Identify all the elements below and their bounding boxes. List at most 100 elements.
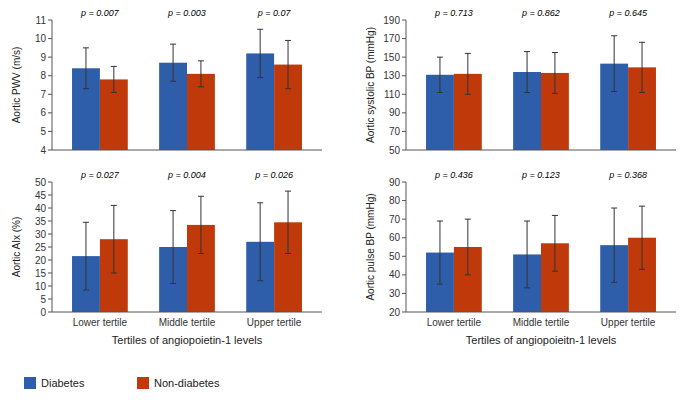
error-cap xyxy=(198,86,204,87)
error-bar xyxy=(198,196,204,253)
error-cap xyxy=(257,280,263,281)
y-tick xyxy=(48,57,52,58)
annotation: p = 0.027 xyxy=(80,170,120,180)
x-axis-line xyxy=(406,312,676,313)
error-bar xyxy=(437,57,443,92)
y-axis-line xyxy=(406,182,407,312)
y-tick xyxy=(402,131,406,132)
y-tick-label: 30 xyxy=(35,229,47,240)
error-bar xyxy=(552,53,558,94)
error-bar xyxy=(170,44,176,81)
error-line xyxy=(439,221,440,284)
y-tick-label: 10 xyxy=(35,281,47,292)
y-tick xyxy=(402,312,406,313)
error-bar xyxy=(552,215,558,271)
error-cap xyxy=(170,283,176,284)
error-bar xyxy=(437,221,443,284)
y-tick xyxy=(48,286,52,287)
error-bar xyxy=(83,222,89,290)
x-tick-label: Upper tertile xyxy=(247,317,302,328)
error-cap xyxy=(437,284,443,285)
y-tick-label: 7 xyxy=(40,89,46,100)
y-tick xyxy=(402,237,406,238)
y-tick-label: 30 xyxy=(389,288,401,299)
annotation: p = 0.368 xyxy=(608,170,647,180)
y-tick-label: 25 xyxy=(35,242,47,253)
error-cap xyxy=(552,52,558,53)
y-tick-label: 50 xyxy=(389,251,401,262)
y-tick-label: 5 xyxy=(40,126,46,137)
x-axis-line xyxy=(52,312,322,313)
y-tick-label: 90 xyxy=(389,177,401,188)
error-line xyxy=(554,215,555,271)
legend-swatch xyxy=(137,377,149,389)
subplot: 507090110130150170190p = 0.713p = 0.862p… xyxy=(365,8,676,196)
y-axis-line xyxy=(52,182,53,312)
error-cap xyxy=(285,253,291,254)
y-tick xyxy=(402,20,406,21)
error-line xyxy=(439,57,440,92)
y-tick xyxy=(402,219,406,220)
x-axis-label: Tertiles of angiopoietin-1 levels xyxy=(112,334,263,346)
error-cap xyxy=(285,191,291,192)
error-cap xyxy=(437,57,443,58)
y-tick xyxy=(48,112,52,113)
error-cap xyxy=(524,51,530,52)
y-tick xyxy=(48,234,52,235)
y-axis-label: Aortic AIx (%) xyxy=(11,217,22,278)
error-line xyxy=(467,219,468,275)
y-tick-label: 10 xyxy=(35,33,47,44)
error-line xyxy=(85,222,86,290)
y-tick xyxy=(402,112,406,113)
y-tick xyxy=(402,75,406,76)
y-tick-label: 20 xyxy=(35,255,47,266)
y-tick-label: 190 xyxy=(383,15,400,26)
y-tick xyxy=(48,75,52,76)
y-tick-label: 50 xyxy=(35,177,47,188)
y-tick-label: 80 xyxy=(389,195,401,206)
plot-area xyxy=(72,191,302,312)
error-cap xyxy=(465,94,471,95)
y-tick-label: 60 xyxy=(389,232,401,243)
y-tick-label: 130 xyxy=(383,70,400,81)
error-line xyxy=(614,208,615,282)
y-tick-label: 20 xyxy=(389,307,401,318)
y-tick xyxy=(48,260,52,261)
x-axis-line xyxy=(406,150,676,151)
annotation: p = 0.004 xyxy=(167,170,206,180)
error-cap xyxy=(257,202,263,203)
error-line xyxy=(260,203,261,281)
error-line xyxy=(173,211,174,284)
x-tick-label: Upper tertile xyxy=(601,317,656,328)
error-line xyxy=(113,205,114,273)
annotation: p = 0.713 xyxy=(434,8,473,18)
error-line xyxy=(200,196,201,253)
y-axis-label: Aortic systolic BP (mmHg) xyxy=(365,27,376,143)
error-cap xyxy=(170,81,176,82)
annotation: p = 0.123 xyxy=(521,170,560,180)
x-axis-label: Tertiles of angiopoieitn-1 levels xyxy=(466,334,617,346)
x-axis-line xyxy=(52,150,322,151)
y-tick-label: 35 xyxy=(35,216,47,227)
annotation: p = 0.07 xyxy=(257,8,292,18)
error-cap xyxy=(111,66,117,67)
error-cap xyxy=(285,40,291,41)
error-cap xyxy=(611,91,617,92)
y-tick-label: 0 xyxy=(40,307,46,318)
y-tick-label: 50 xyxy=(389,145,401,156)
error-line xyxy=(554,53,555,94)
error-cap xyxy=(170,44,176,45)
error-bar xyxy=(639,206,645,269)
error-cap xyxy=(257,29,263,30)
y-tick xyxy=(48,131,52,132)
y-tick-label: 40 xyxy=(389,269,401,280)
error-line xyxy=(527,52,528,93)
y-tick xyxy=(48,312,52,313)
y-tick-label: 8 xyxy=(40,70,46,81)
y-axis-label: Aortic PWV (m/s) xyxy=(11,47,22,124)
error-cap xyxy=(83,88,89,89)
error-line xyxy=(173,44,174,81)
error-cap xyxy=(83,47,89,48)
error-cap xyxy=(611,282,617,283)
y-tick-label: 40 xyxy=(35,203,47,214)
